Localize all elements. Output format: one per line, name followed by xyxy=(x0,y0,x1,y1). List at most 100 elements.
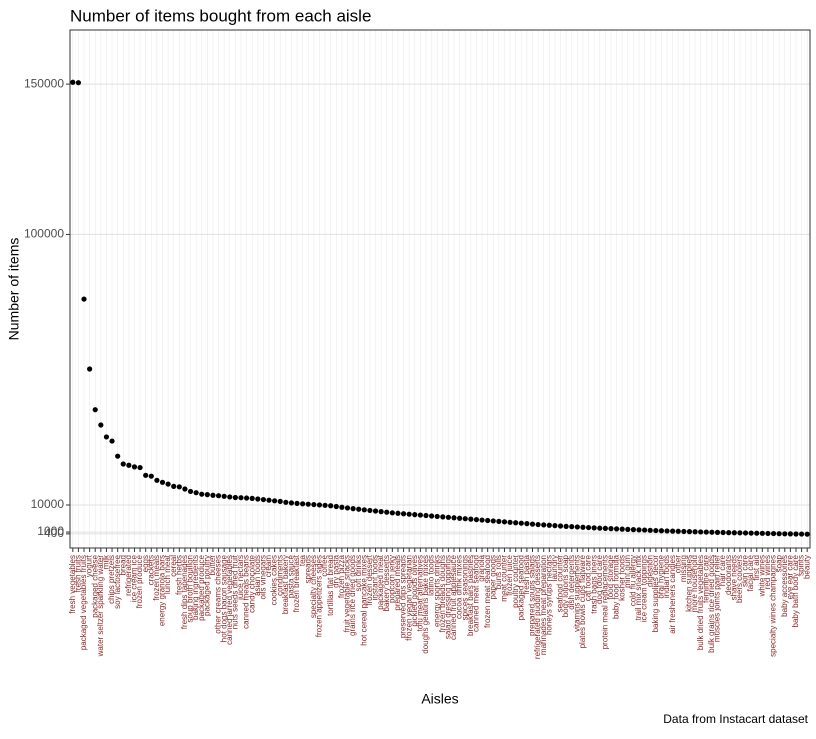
x-tick-label: cookies cakes xyxy=(270,555,279,605)
x-tick-label: prepared meals xyxy=(393,555,402,611)
x-tick-label: yogurt xyxy=(85,554,94,577)
point xyxy=(457,515,463,521)
point xyxy=(75,80,82,86)
point xyxy=(765,530,771,537)
x-tick-label: fresh vegetables xyxy=(68,555,77,614)
point xyxy=(389,510,395,516)
x-tick-label: popcorn jerky xyxy=(387,555,396,603)
x-tick-label: frozen breakfast xyxy=(292,554,301,612)
x-tick-label: vitamins supplements xyxy=(572,555,581,632)
x-tick-label: milk xyxy=(102,554,111,569)
point xyxy=(748,530,754,536)
point xyxy=(653,527,659,534)
x-tick-label: specialty cheeses xyxy=(309,555,318,618)
point xyxy=(804,531,810,537)
x-tick-label: dish detergents xyxy=(567,555,576,610)
point xyxy=(148,473,154,479)
x-tick-label: tortillas flat bread xyxy=(326,555,335,616)
x-tick-label: white wines xyxy=(757,555,766,597)
point xyxy=(591,525,597,531)
y-tick-label: 150000 xyxy=(24,76,64,90)
x-tick-label: spices seasonings xyxy=(460,555,469,620)
point xyxy=(322,502,328,508)
point xyxy=(692,529,698,535)
x-tick-label: oils vinegars xyxy=(259,555,268,599)
point xyxy=(546,522,552,528)
x-tick-label: mint gum xyxy=(623,555,632,588)
x-tick-label: frozen meat seafood xyxy=(483,555,492,628)
point xyxy=(613,526,620,532)
point xyxy=(462,516,468,522)
point xyxy=(608,526,614,532)
point xyxy=(776,531,782,537)
point xyxy=(294,500,300,506)
x-tick-label: meat counter xyxy=(500,555,509,602)
x-tick-label: pasta sauce xyxy=(287,554,296,598)
point xyxy=(384,509,390,515)
x-tick-label: laundry xyxy=(550,555,559,581)
point xyxy=(288,500,295,506)
x-tick-label: crackers xyxy=(146,555,155,585)
point xyxy=(793,531,799,537)
point xyxy=(400,511,407,517)
x-tick-label: missing xyxy=(679,555,688,582)
point xyxy=(131,464,138,470)
point xyxy=(563,523,569,529)
point xyxy=(557,523,564,529)
x-tick-label: frozen produce xyxy=(135,554,144,608)
point xyxy=(92,407,98,413)
x-tick-label: more household xyxy=(690,555,699,612)
x-tick-label: condiments xyxy=(275,555,284,596)
x-tick-label: deodorants xyxy=(724,555,733,595)
x-tick-label: latino foods xyxy=(427,555,436,596)
point xyxy=(574,524,580,530)
point xyxy=(529,521,536,527)
x-tick-label: shave needs xyxy=(729,555,738,600)
x-tick-label: cream xyxy=(264,555,273,578)
x-tick-label: dry pasta xyxy=(331,554,340,587)
point xyxy=(541,522,547,528)
point xyxy=(272,498,278,504)
x-tick-label: lunch meat xyxy=(163,554,172,594)
x-tick-label: hot dogs bacon sausage xyxy=(219,554,228,642)
x-tick-label: refrigerated xyxy=(124,555,133,596)
point xyxy=(535,521,541,528)
y-tick-label: 10000 xyxy=(31,497,65,511)
point xyxy=(585,524,592,531)
x-tick-label: chips pretzels xyxy=(107,555,116,604)
x-tick-label: eye ear care xyxy=(785,554,794,599)
point xyxy=(552,523,558,529)
point xyxy=(378,509,384,515)
point xyxy=(311,501,317,508)
x-tick-label: canned jarred vegetables xyxy=(225,555,234,645)
point xyxy=(120,461,126,467)
x-tick-label: baking supplies decor xyxy=(651,555,660,633)
point xyxy=(98,422,104,428)
x-tick-label: other creams cheeses xyxy=(214,555,223,634)
x-tick-label: hot cereal pancake mixes xyxy=(359,555,368,646)
x-tick-label: granola xyxy=(477,554,486,581)
point xyxy=(243,495,250,501)
x-tick-label: indian foods xyxy=(662,555,671,598)
point xyxy=(737,530,743,536)
x-tick-label: seafood counter xyxy=(556,555,565,613)
point xyxy=(518,520,524,526)
chart-title: Number of items bought from each aisle xyxy=(70,6,371,25)
x-tick-label: canned meat seafood xyxy=(472,555,481,632)
point xyxy=(423,512,429,519)
point xyxy=(316,502,323,508)
point xyxy=(232,494,238,501)
plot-border xyxy=(69,29,811,549)
point xyxy=(787,531,793,537)
point xyxy=(372,508,379,514)
point xyxy=(524,521,530,527)
point xyxy=(473,516,480,523)
x-tick-label: baking ingredients xyxy=(191,555,200,620)
x-tick-label: baby food formula xyxy=(612,554,621,619)
x-tick-label: red wines xyxy=(763,555,772,589)
x-tick-label: fresh fruits xyxy=(74,555,83,592)
point xyxy=(395,510,401,516)
point xyxy=(283,499,289,505)
point xyxy=(496,518,502,524)
x-tick-label: eggs xyxy=(141,555,150,572)
